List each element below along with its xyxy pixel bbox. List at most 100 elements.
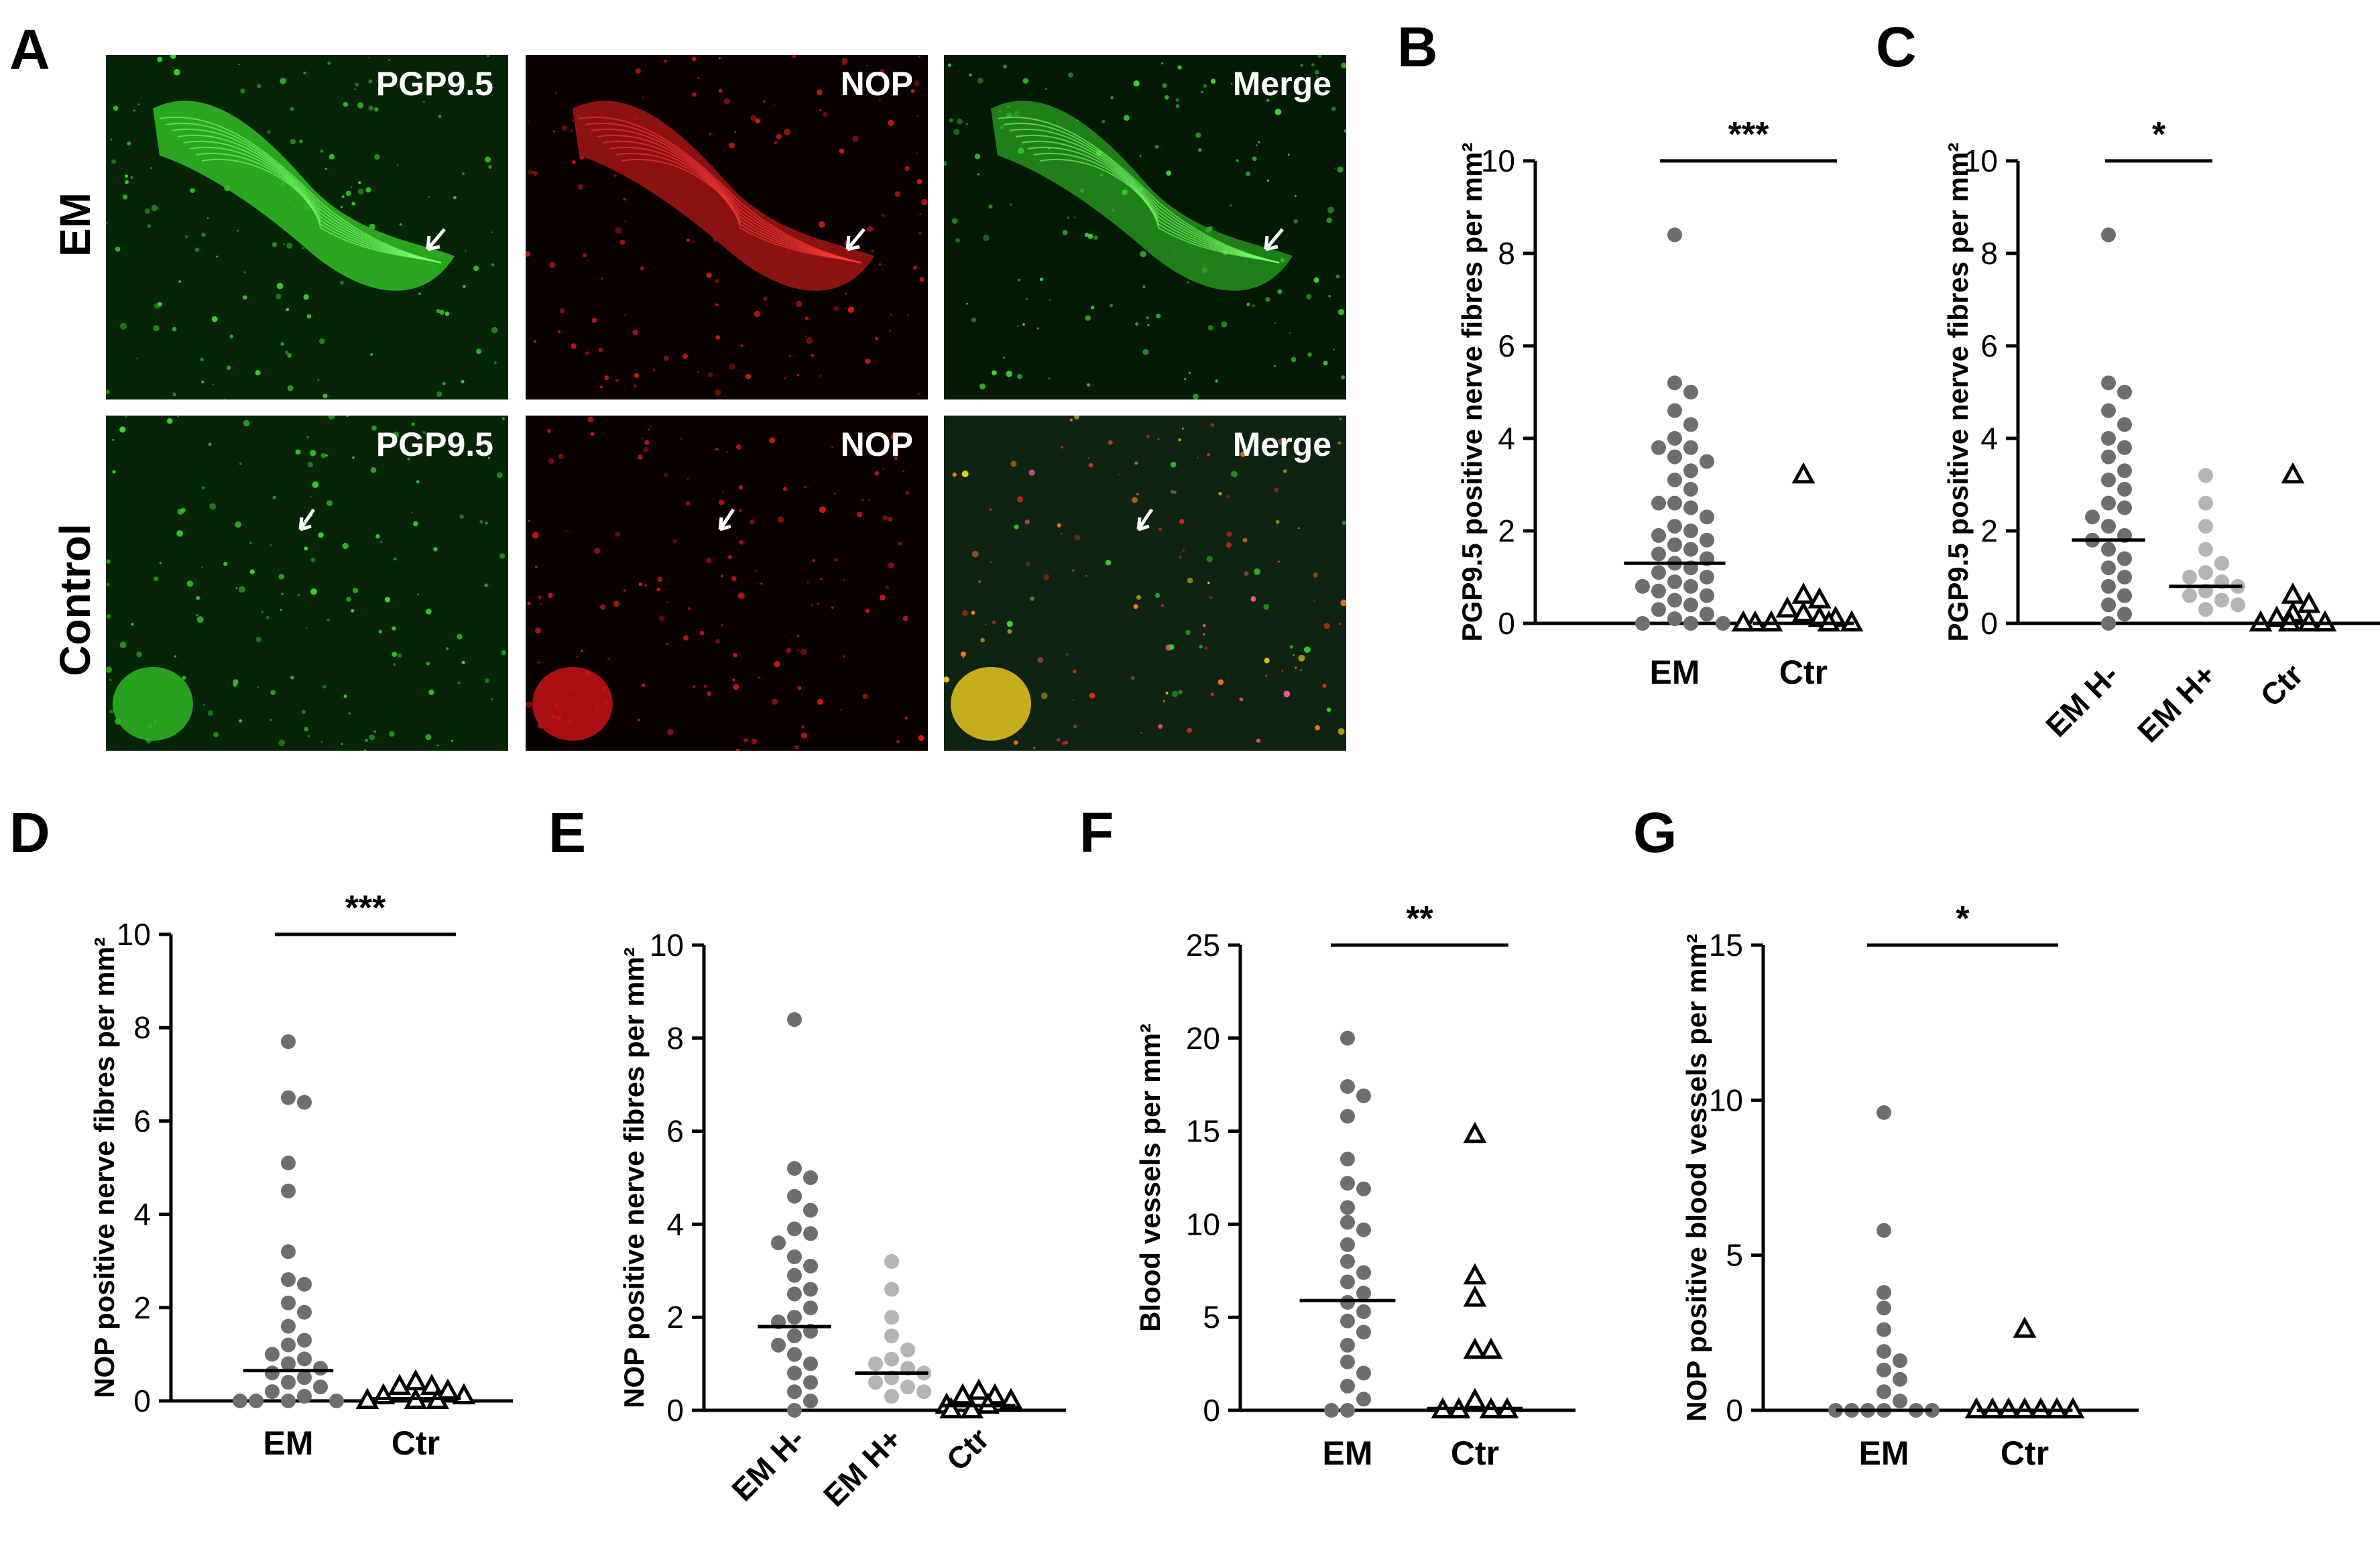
data-point-d xyxy=(233,1394,247,1408)
data-point-c xyxy=(2101,473,2116,487)
y-axis-label-e: NOP positive nerve fibres per mm² xyxy=(618,947,650,1408)
data-point-b xyxy=(1795,586,1812,602)
data-point-g xyxy=(1877,1322,1891,1337)
data-point-b xyxy=(1651,440,1666,455)
data-point-e xyxy=(884,1254,899,1269)
data-point-d xyxy=(297,1370,312,1385)
data-point-g xyxy=(1877,1384,1891,1399)
x-tick-label-d: Ctr xyxy=(392,1424,440,1462)
data-point-e xyxy=(787,1329,802,1343)
y-tick-label-f: 20 xyxy=(1186,1021,1220,1056)
data-point-e xyxy=(771,1338,786,1353)
y-tick-label-d: 6 xyxy=(133,1103,151,1138)
data-point-e xyxy=(884,1389,899,1404)
data-point-f xyxy=(1324,1403,1339,1418)
y-tick-label-d: 8 xyxy=(133,1010,151,1045)
data-point-b xyxy=(1635,579,1650,594)
data-point-d xyxy=(281,1091,296,1105)
data-point-e xyxy=(803,1357,818,1371)
data-point-e xyxy=(787,1365,802,1380)
data-point-e xyxy=(868,1375,883,1390)
data-point-d xyxy=(281,1319,296,1334)
data-point-d xyxy=(281,1394,296,1408)
data-point-g xyxy=(1893,1353,1907,1368)
data-point-b xyxy=(1667,496,1682,511)
y-tick-label-f: 15 xyxy=(1186,1114,1220,1149)
data-point-e xyxy=(916,1384,931,1399)
data-point-e xyxy=(954,1387,971,1403)
data-point-b xyxy=(1667,538,1682,552)
data-point-c xyxy=(2117,463,2132,478)
data-point-e xyxy=(868,1357,883,1371)
data-point-e xyxy=(787,1403,802,1418)
data-point-c xyxy=(2101,431,2116,446)
y-tick-label-c: 8 xyxy=(1980,236,1998,271)
data-point-e xyxy=(787,1221,802,1236)
data-point-c xyxy=(2198,519,2213,534)
y-axis-label-b: PGP9.5 positive nerve fibres per mm² xyxy=(1456,143,1488,642)
data-point-e xyxy=(803,1394,818,1408)
data-point-c xyxy=(2085,509,2100,524)
data-point-b xyxy=(1700,589,1714,603)
data-point-f xyxy=(1340,1031,1355,1046)
y-tick-label-g: 5 xyxy=(1726,1238,1743,1273)
data-point-b xyxy=(1651,496,1666,511)
data-point-e xyxy=(900,1379,915,1394)
data-point-c xyxy=(2101,375,2116,390)
data-point-b xyxy=(1683,385,1698,399)
data-point-f xyxy=(1340,1338,1355,1353)
data-point-g xyxy=(2016,1320,2033,1336)
data-point-d xyxy=(281,1337,296,1352)
data-point-b xyxy=(1683,440,1698,455)
data-point-b xyxy=(1667,519,1682,534)
data-point-f xyxy=(1356,1266,1371,1280)
data-point-b xyxy=(1635,616,1650,631)
data-point-f xyxy=(1340,1200,1355,1215)
data-point-e xyxy=(803,1375,818,1390)
data-point-d xyxy=(265,1365,280,1380)
y-tick-label-c: 2 xyxy=(1980,513,1998,548)
data-point-d xyxy=(313,1379,328,1394)
x-tick-label-f: Ctr xyxy=(1451,1434,1499,1472)
data-point-g xyxy=(1877,1300,1891,1315)
data-point-e xyxy=(803,1226,818,1241)
data-point-g xyxy=(1877,1105,1891,1120)
data-point-e xyxy=(787,1012,802,1027)
x-tick-label-b: Ctr xyxy=(1779,654,1828,691)
y-axis-label-g: NOP positive blood vessels per mm² xyxy=(1681,934,1712,1421)
data-point-c xyxy=(2214,556,2229,570)
data-point-d xyxy=(281,1034,296,1049)
data-point-b xyxy=(1667,593,1682,608)
data-point-c xyxy=(2117,501,2132,515)
data-point-e xyxy=(787,1161,802,1176)
data-point-f xyxy=(1340,1314,1355,1329)
data-point-c xyxy=(2117,570,2132,584)
data-point-b xyxy=(1651,565,1666,580)
y-tick-label-e: 4 xyxy=(666,1207,684,1241)
data-point-b xyxy=(1716,616,1730,631)
y-tick-label-c: 0 xyxy=(1980,606,1998,641)
data-point-c xyxy=(2300,595,2318,611)
data-point-e xyxy=(803,1170,818,1185)
data-point-c xyxy=(2198,565,2213,580)
data-point-e xyxy=(970,1382,988,1398)
data-point-d xyxy=(281,1356,296,1371)
data-point-d xyxy=(265,1347,280,1361)
data-point-g xyxy=(1877,1363,1891,1377)
data-point-d xyxy=(281,1296,296,1310)
data-point-f xyxy=(1340,1274,1355,1289)
data-point-e xyxy=(803,1203,818,1218)
x-tick-label-e: EM H- xyxy=(725,1421,811,1507)
data-point-b xyxy=(1651,528,1666,543)
data-point-f xyxy=(1340,1254,1355,1269)
data-point-b xyxy=(1700,570,1714,584)
data-point-b xyxy=(1667,574,1682,589)
data-point-f xyxy=(1340,1152,1355,1166)
x-tick-label-c: EM H+ xyxy=(2131,657,2222,749)
y-tick-label-d: 0 xyxy=(133,1383,151,1418)
significance-label-g: * xyxy=(1956,900,1970,938)
data-point-f xyxy=(1340,1355,1355,1369)
x-tick-label-c: EM H- xyxy=(2039,657,2125,743)
data-point-c xyxy=(2117,385,2132,399)
